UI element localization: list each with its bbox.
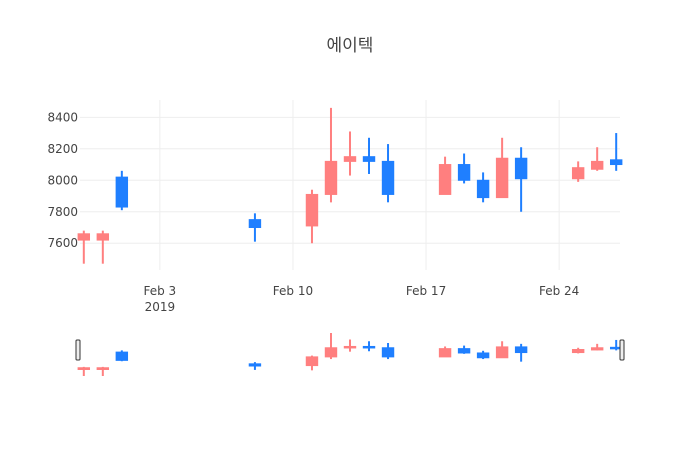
slider-candle: [343, 339, 357, 352]
candles: [77, 107, 623, 264]
x-tick-label: Feb 3: [144, 284, 177, 298]
candle-body: [343, 156, 357, 162]
candle-body: [571, 349, 585, 354]
candle-body: [495, 346, 509, 359]
candle-body: [438, 164, 452, 195]
candle: [495, 137, 509, 199]
candle-body: [476, 352, 490, 359]
slider-candle: [457, 345, 471, 354]
candle-body: [324, 347, 338, 358]
y-tick-label: 7800: [47, 205, 78, 219]
candle: [514, 147, 528, 212]
candle-body: [590, 160, 604, 170]
y-tick-label: 7600: [47, 236, 78, 250]
slider-candle: [571, 347, 585, 354]
slider-candle: [438, 346, 452, 358]
candle: [96, 230, 110, 264]
candle: [571, 161, 585, 182]
candle-body: [305, 193, 319, 227]
slider-candle: [115, 350, 129, 362]
slider-candle: [495, 341, 509, 359]
candle: [590, 147, 604, 171]
x-axis: Feb 3 2019 Feb 10 Feb 17 Feb 24: [144, 284, 580, 314]
candle: [381, 144, 395, 203]
candle-body: [96, 233, 110, 241]
candle: [438, 156, 452, 195]
candle-body: [115, 351, 129, 361]
range-slider-left-handle[interactable]: [75, 339, 81, 361]
slider-candle: [305, 355, 319, 371]
x-tick-year-label: 2019: [145, 300, 176, 314]
candle: [476, 172, 490, 203]
candle-body: [248, 219, 262, 228]
candle: [305, 189, 319, 244]
slider-candle: [248, 362, 262, 370]
candle-body: [381, 160, 395, 195]
candle-body: [514, 346, 528, 354]
slider-candle: [514, 343, 528, 362]
range-slider[interactable]: [75, 333, 625, 376]
candle-body: [381, 347, 395, 358]
candle-body: [457, 164, 471, 181]
y-axis: 7600 7800 8000 8200 8400: [47, 110, 78, 250]
candle: [609, 133, 623, 171]
slider-candle: [590, 343, 604, 351]
candle-body: [115, 176, 129, 208]
candle-body: [476, 179, 490, 199]
candle-body: [495, 157, 509, 199]
candle: [324, 107, 338, 203]
candle-body: [343, 345, 357, 349]
candle-body: [571, 167, 585, 180]
slider-candle: [362, 341, 376, 352]
candle-body: [457, 348, 471, 354]
x-tick-label: Feb 17: [406, 284, 446, 298]
x-tick-label: Feb 24: [539, 284, 579, 298]
y-tick-label: 8400: [47, 110, 78, 124]
slider-candle: [476, 350, 490, 360]
range-slider-right-handle[interactable]: [619, 339, 625, 361]
candle: [115, 170, 129, 211]
candle-body: [324, 160, 338, 195]
candle: [77, 230, 91, 264]
candle-body: [438, 348, 452, 358]
y-tick-label: 8000: [47, 173, 78, 187]
slider-candle: [381, 342, 395, 360]
candle: [343, 131, 357, 176]
slider-candle: [77, 366, 91, 376]
candle-body: [248, 363, 262, 367]
y-tick-label: 8200: [47, 142, 78, 156]
candle-body: [590, 347, 604, 351]
x-tick-label: Feb 10: [273, 284, 313, 298]
candle-body: [96, 367, 110, 370]
candle-body: [362, 156, 376, 162]
range-slider-background: [80, 333, 620, 376]
slider-candle: [324, 333, 338, 360]
candle: [457, 153, 471, 184]
candle-body: [514, 157, 528, 180]
candle: [248, 213, 262, 242]
slider-candle: [96, 366, 110, 376]
candle-body: [77, 233, 91, 241]
candle-body: [305, 356, 319, 367]
candle-body: [609, 159, 623, 166]
chart-title: 에이텍: [326, 36, 374, 56]
candle-body: [362, 345, 376, 349]
candle-body: [77, 367, 91, 370]
grid: [80, 100, 620, 270]
candle: [362, 137, 376, 174]
